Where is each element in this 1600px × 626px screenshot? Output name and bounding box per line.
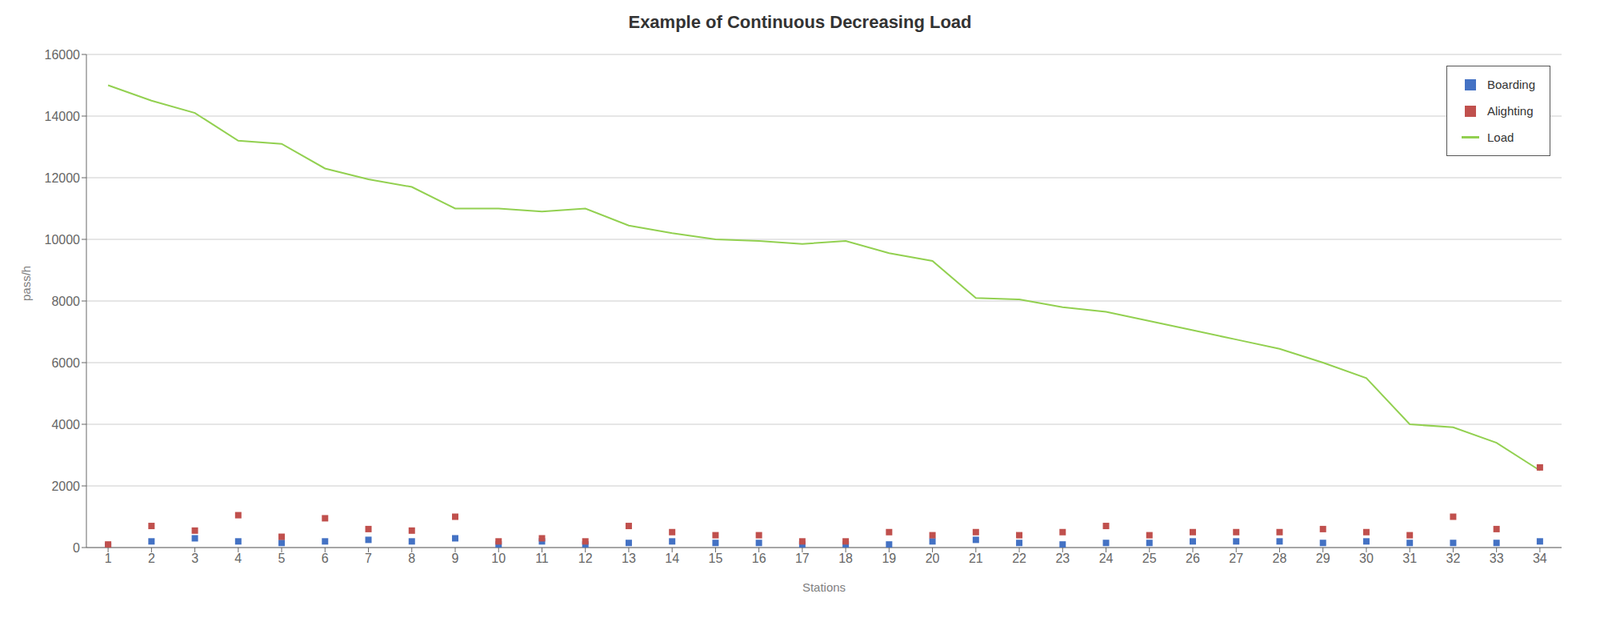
svg-text:5: 5 [278, 551, 286, 565]
svg-text:4000: 4000 [51, 417, 80, 432]
svg-text:2: 2 [148, 551, 156, 565]
svg-text:14: 14 [664, 551, 680, 565]
svg-text:31: 31 [1402, 551, 1417, 565]
svg-text:26: 26 [1185, 551, 1200, 565]
svg-text:17: 17 [795, 551, 810, 565]
svg-text:9: 9 [452, 551, 460, 565]
svg-text:8000: 8000 [51, 294, 80, 308]
svg-text:15: 15 [708, 551, 724, 565]
svg-text:4: 4 [234, 551, 242, 565]
svg-text:7: 7 [364, 551, 372, 565]
svg-text:0: 0 [72, 540, 80, 555]
svg-text:27: 27 [1228, 551, 1244, 565]
svg-text:22: 22 [1012, 551, 1027, 565]
svg-text:29: 29 [1316, 551, 1331, 565]
svg-text:23: 23 [1055, 551, 1070, 565]
svg-text:33: 33 [1489, 551, 1504, 565]
svg-text:25: 25 [1142, 551, 1157, 565]
svg-text:6000: 6000 [51, 356, 80, 370]
html-text:Load: Load [1487, 130, 1514, 144]
svg-text:10000: 10000 [44, 232, 81, 247]
svg-text:21: 21 [968, 551, 984, 565]
svg-text:8: 8 [408, 551, 416, 565]
svg-text:2000: 2000 [51, 479, 80, 493]
svg-text:14000: 14000 [44, 109, 81, 124]
svg-text:Stations: Stations [802, 580, 846, 594]
svg-text:32: 32 [1446, 551, 1461, 565]
html-text:Example of Continuous Decreasi: Example of Continuous Decreasing Load [628, 12, 972, 32]
svg-text:3: 3 [191, 551, 199, 565]
svg-text:18: 18 [838, 551, 853, 565]
html-text:Boarding: Boarding [1487, 77, 1536, 92]
svg-text:19: 19 [881, 551, 896, 565]
svg-text:20: 20 [925, 551, 940, 565]
svg-text:12: 12 [578, 551, 593, 565]
html-text:Alighting: Alighting [1487, 104, 1534, 118]
svg-text:10: 10 [491, 551, 506, 565]
svg-text:13: 13 [621, 551, 636, 565]
svg-text:1: 1 [104, 551, 112, 565]
svg-text:pass/h: pass/h [19, 265, 33, 301]
svg-text:30: 30 [1359, 551, 1374, 565]
svg-text:16: 16 [752, 551, 767, 565]
svg-text:6: 6 [321, 551, 329, 565]
svg-text:24: 24 [1099, 551, 1114, 565]
svg-text:11: 11 [535, 551, 549, 565]
svg-text:16000: 16000 [44, 48, 81, 62]
svg-text:12000: 12000 [44, 171, 81, 185]
svg-text:28: 28 [1272, 551, 1288, 565]
svg-text:34: 34 [1532, 551, 1548, 565]
